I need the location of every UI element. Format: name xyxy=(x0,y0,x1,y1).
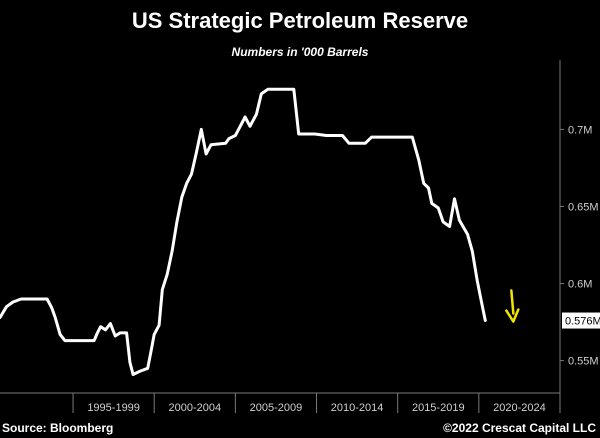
x-tick-label: 2005-2009 xyxy=(250,402,303,414)
x-tick-label: 2020-2024 xyxy=(493,402,546,414)
y-tick-label: 0.55M xyxy=(568,356,599,368)
x-tick-label: 2015-2019 xyxy=(412,402,465,414)
arrow-shaft xyxy=(510,289,515,315)
x-tick-label: 1995-1999 xyxy=(87,402,140,414)
data-line xyxy=(0,87,487,376)
last-value-box xyxy=(562,312,600,329)
y-tick-label: 0.65M xyxy=(568,201,599,213)
y-tick-label: 0.6M xyxy=(568,279,592,291)
y-tick-label: 0.7M xyxy=(568,124,592,136)
last-value-label: 0.576M xyxy=(565,316,600,328)
x-tick-label: 2010-2014 xyxy=(331,402,384,414)
x-tick-label: 2000-2004 xyxy=(168,402,221,414)
chart-subtitle: Numbers in '000 Barrels xyxy=(231,45,369,59)
arrow-down-icon xyxy=(505,308,520,323)
chart-title: US Strategic Petroleum Reserve xyxy=(131,8,469,33)
copyright-label: ©2022 Crescat Capital LLC xyxy=(443,421,596,435)
source-label: Source: Bloomberg xyxy=(2,421,114,435)
